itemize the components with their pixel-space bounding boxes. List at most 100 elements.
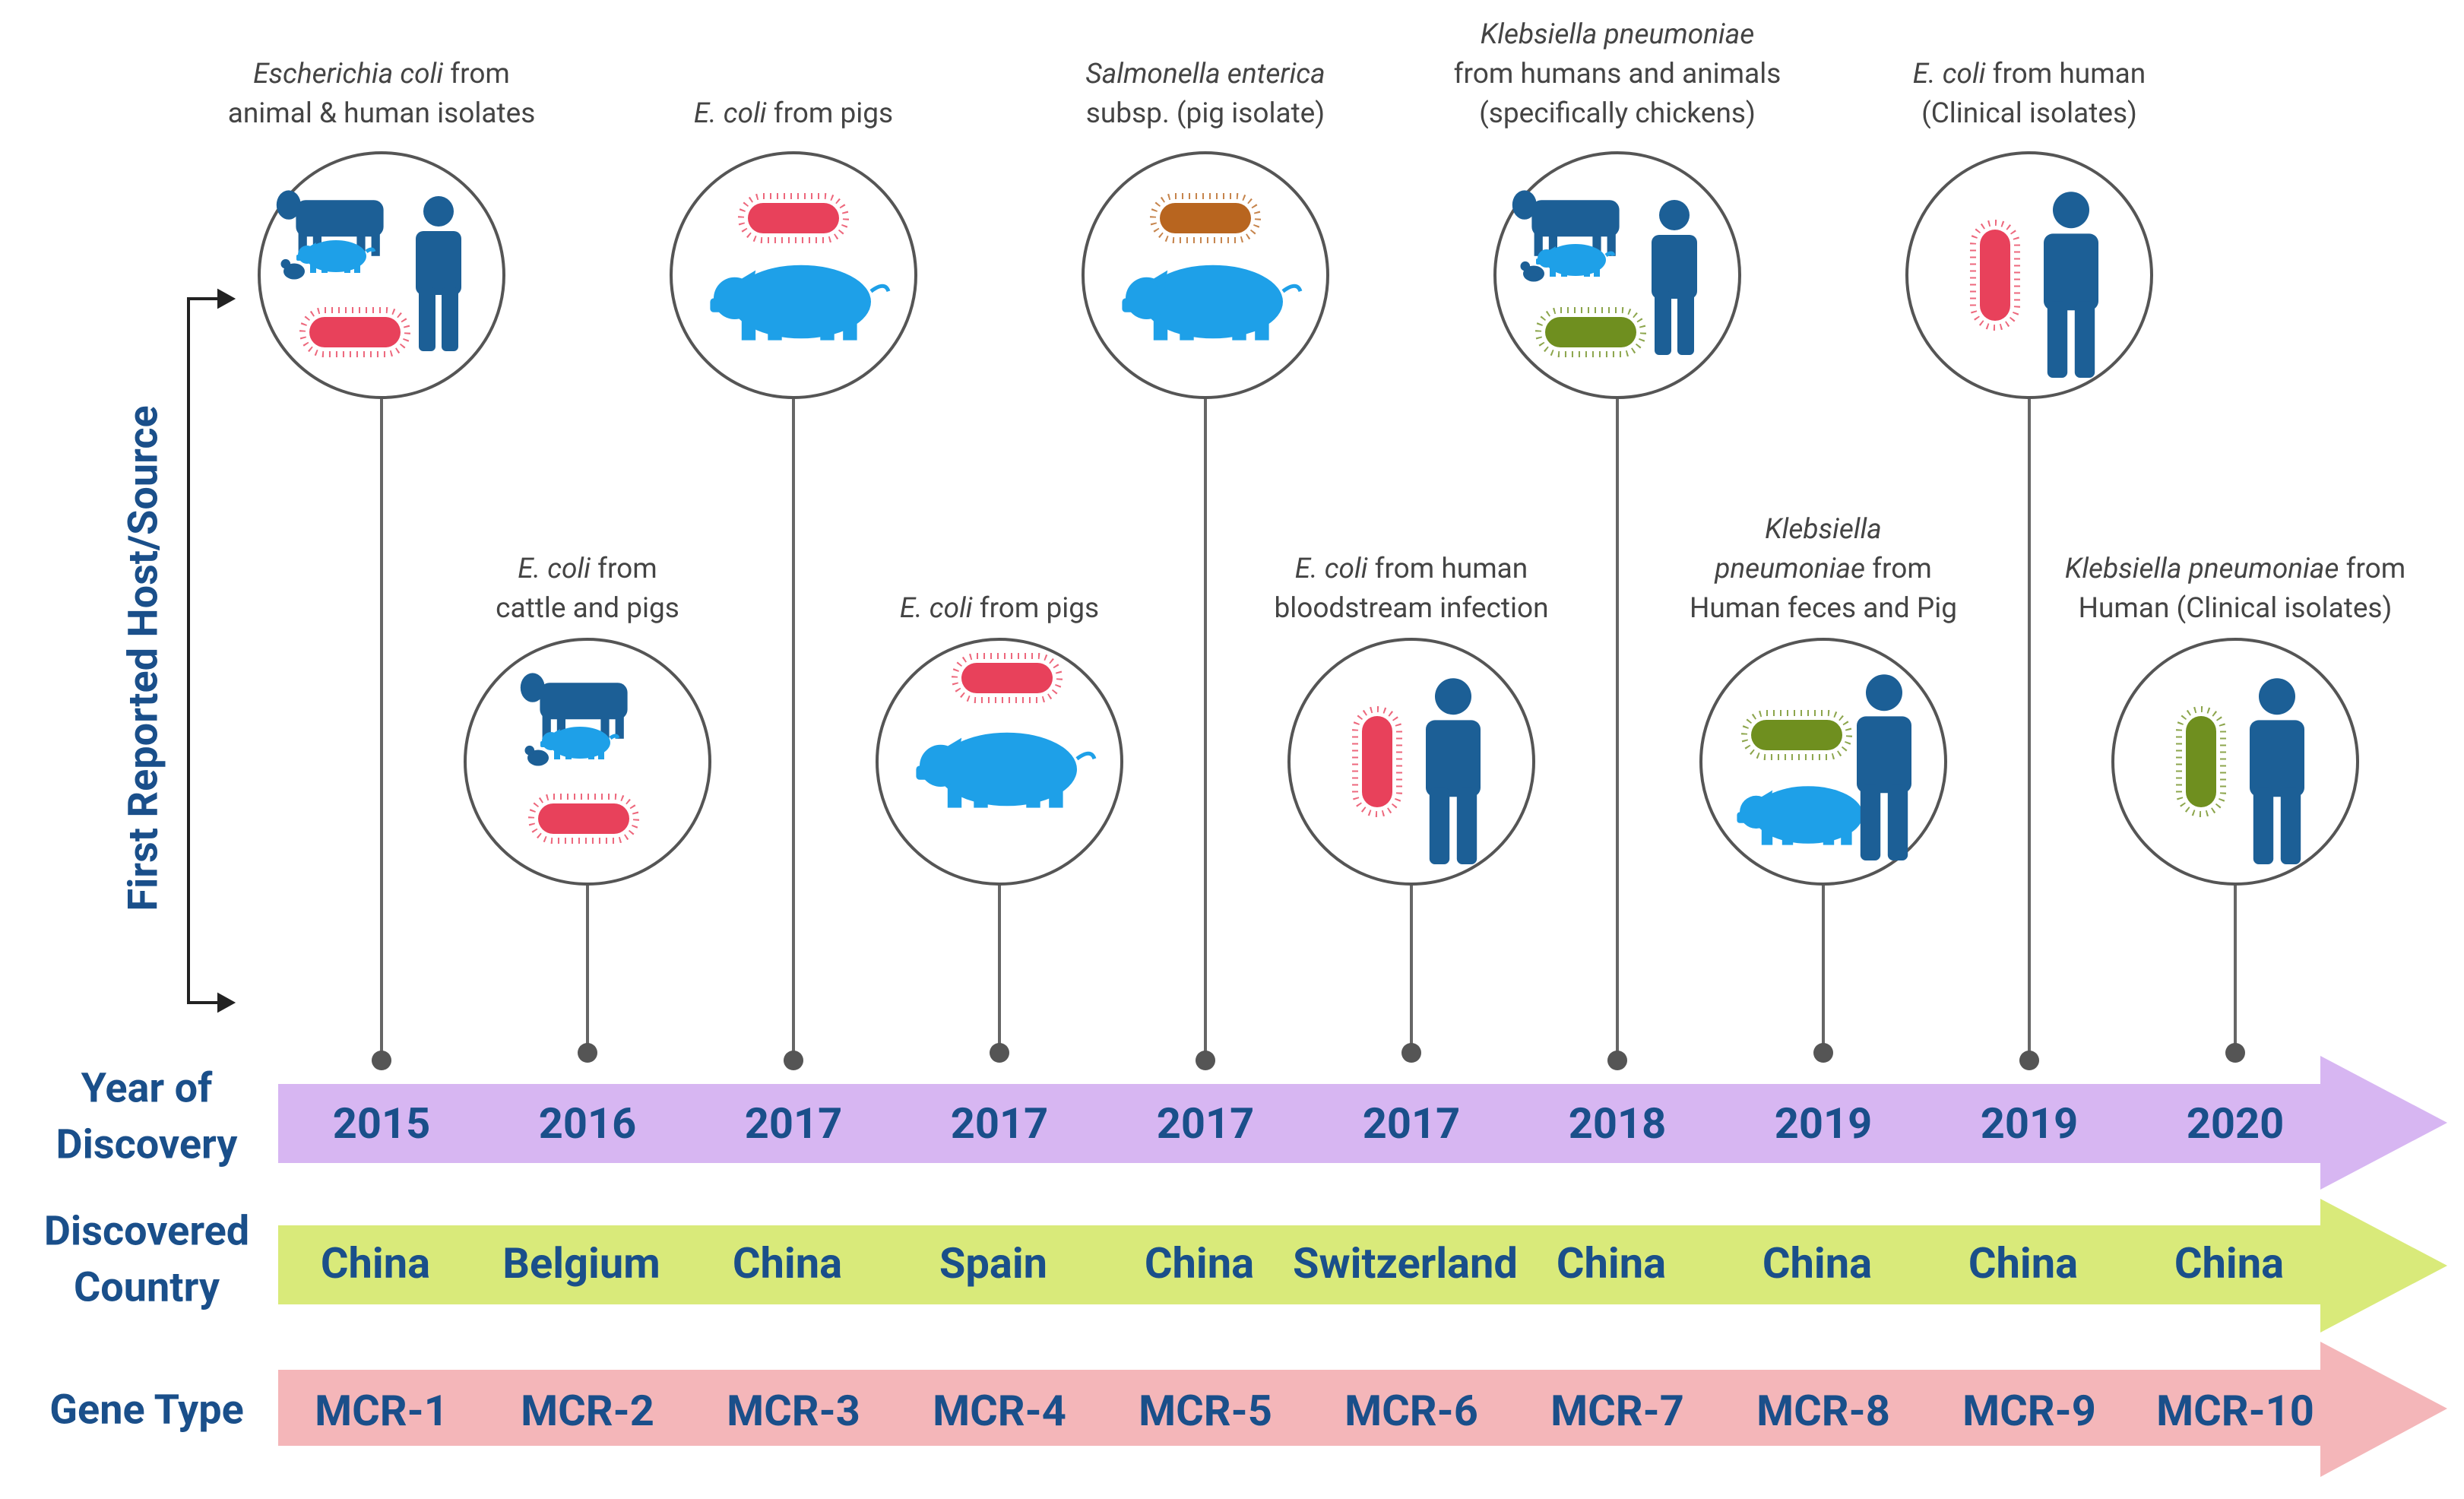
cow-leg <box>615 705 624 739</box>
human-body <box>416 231 461 295</box>
pig-body <box>1143 265 1283 339</box>
bacterium <box>1751 720 1842 750</box>
pig-snout <box>296 255 302 261</box>
host-text: E. coli from <box>518 553 657 585</box>
country: China <box>321 1238 430 1288</box>
country: China <box>1968 1238 2078 1288</box>
row-label: Country <box>74 1263 220 1311</box>
stem-dot <box>2019 1051 2039 1070</box>
host-text-segment: E. coli <box>900 592 973 625</box>
chicken-head <box>1520 261 1531 271</box>
human-leg <box>2280 788 2301 864</box>
host-text: Escherichia coli from <box>253 58 510 90</box>
pig-body <box>937 732 1077 807</box>
host-icons <box>710 193 891 341</box>
host-text-segment: from <box>1865 553 1932 585</box>
year: 2019 <box>1981 1098 2079 1149</box>
host-text-segment: (specifically chickens) <box>1479 97 1756 130</box>
year: 2016 <box>539 1098 637 1149</box>
pig-ear <box>553 729 560 738</box>
human-leg <box>1456 788 1477 864</box>
host-circle <box>464 638 711 886</box>
host-text: Klebsiella <box>1765 513 1882 546</box>
host-text-segment: from <box>443 58 510 90</box>
row-label: Gene Type <box>49 1386 244 1434</box>
host-circle <box>1905 151 2153 399</box>
stem-dot <box>2225 1043 2245 1063</box>
host-text-segment: Klebsiella <box>1765 513 1882 546</box>
cow-head <box>1512 190 1537 220</box>
year: 2020 <box>2187 1098 2285 1149</box>
pig-tail <box>1604 251 1616 258</box>
stem-dot <box>1401 1043 1421 1063</box>
human-leg <box>1655 291 1671 355</box>
pig-snout <box>1737 812 1748 823</box>
row-label: Discovered <box>44 1207 249 1255</box>
host-text: E. coli from pigs <box>900 592 1099 625</box>
pig-body <box>1545 244 1606 276</box>
human-head <box>2259 678 2295 715</box>
gene-type: MCR-9 <box>1962 1386 2096 1436</box>
cow-head <box>520 673 545 702</box>
host-icons <box>916 653 1097 808</box>
cow-leg <box>1607 222 1616 256</box>
human-head <box>2053 192 2089 229</box>
bacterium <box>1545 317 1636 347</box>
host-text: E. coli from human <box>1295 553 1528 585</box>
stem-dot <box>578 1043 597 1063</box>
cow-leg <box>1548 222 1557 256</box>
host-text: from humans and animals <box>1454 58 1781 90</box>
host-text: (specifically chickens) <box>1479 97 1756 130</box>
host-icons <box>276 190 461 357</box>
bacterium <box>1980 230 2010 321</box>
human-head <box>1659 200 1690 230</box>
host-text: bloodstream infection <box>1274 592 1548 625</box>
arrow-head <box>217 992 236 1013</box>
pig-snout <box>1536 258 1542 265</box>
country: Belgium <box>502 1238 660 1288</box>
bacterium <box>2186 716 2216 807</box>
bacterium <box>1362 716 1392 807</box>
host-text: Salmonella enterica <box>1085 58 1325 90</box>
host-text-segment: Human feces and Pig <box>1690 592 1957 625</box>
cow-leg <box>556 705 565 739</box>
country: China <box>1557 1238 1666 1288</box>
pig-ear <box>1759 790 1773 807</box>
host-circle <box>1287 638 1535 886</box>
pig-head <box>1126 277 1168 319</box>
pig-snout <box>916 765 930 780</box>
pig-ear <box>309 242 316 252</box>
pig-snout <box>1122 298 1136 312</box>
host-text: cattle and pigs <box>496 592 679 625</box>
host-text-segment: E. coli <box>694 97 767 130</box>
human-leg <box>1429 788 1450 864</box>
stem-dot <box>784 1051 803 1070</box>
cow-leg <box>298 222 307 256</box>
pig-ear <box>1548 246 1556 255</box>
host-text: animal & human isolates <box>228 97 536 130</box>
cow-leg <box>356 222 366 256</box>
host-text-segment: from human <box>1985 58 2146 90</box>
bacterium-cilia <box>1352 706 1402 817</box>
gene-type: MCR-2 <box>521 1386 654 1436</box>
cow-body <box>540 683 628 720</box>
host-text-segment: from pigs <box>973 592 1100 625</box>
gene-arrow <box>278 1342 2447 1477</box>
pig-tail <box>365 247 376 254</box>
host-text-segment: from pigs <box>767 97 894 130</box>
axis-bracket <box>187 288 236 1013</box>
row-label: Year of <box>81 1064 213 1112</box>
year: 2017 <box>745 1098 843 1149</box>
bacterium <box>961 663 1053 693</box>
year: 2018 <box>1569 1098 1667 1149</box>
bacterium-cilia <box>2176 706 2226 817</box>
year: 2017 <box>1363 1098 1461 1149</box>
host-text-segment: E. coli <box>518 553 591 585</box>
pig-snout <box>710 298 724 312</box>
host-icons <box>1970 192 2098 378</box>
country: Spain <box>939 1238 1047 1288</box>
pig-tail <box>609 734 620 740</box>
stem-dot <box>1196 1051 1215 1070</box>
host-text-segment: Escherichia coli <box>253 58 443 90</box>
